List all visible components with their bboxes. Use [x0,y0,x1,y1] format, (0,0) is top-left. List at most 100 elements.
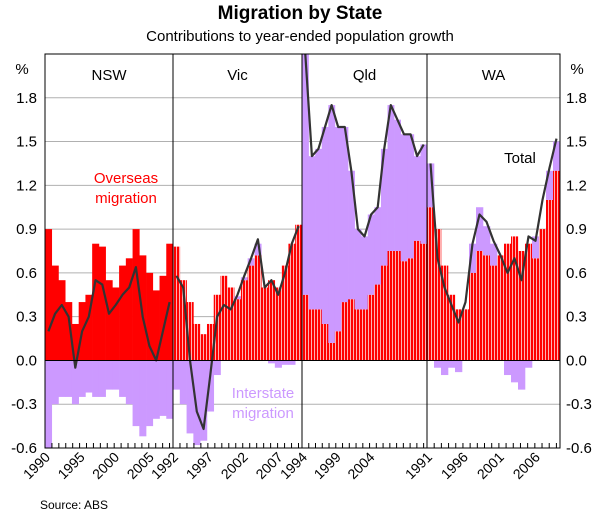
y-tick-label-left: 1.5 [16,134,37,151]
overseas-bar [45,229,53,361]
overseas-bar [139,255,147,361]
y-tick-label-left: 1.8 [16,90,37,107]
interstate-bar [58,360,66,397]
overseas-bar [504,243,512,361]
interstate-bar [166,360,174,419]
overseas-bar [546,199,554,361]
overseas-bar [361,309,369,361]
interstate-bar [455,360,463,373]
interstate-bar [200,360,208,441]
overseas-bar [525,243,533,361]
interstate-bar [85,360,93,393]
overseas-bar [234,299,242,361]
total-label: Total [504,150,536,167]
interstate-bar [448,360,456,368]
overseas-bar [420,243,428,361]
interstate-bar [490,243,498,266]
interstate-bar [387,105,395,252]
overseas-bar [427,207,435,361]
interstate-bar [469,243,477,273]
y-tick-label-right: 1.5 [566,134,587,151]
overseas-bar [308,309,316,361]
overseas-bar [518,251,526,361]
x-tick-label: 1994 [277,449,310,482]
overseas-bar [71,323,79,361]
overseas-bar [380,265,388,361]
y-tick-label-left: 0.6 [16,265,37,282]
x-tick-label: 2004 [344,449,377,482]
panel-qld [302,53,428,361]
overseas-bar [539,229,547,361]
overseas-bar [166,243,174,361]
overseas-bar [448,294,456,361]
overseas-bar [532,258,540,361]
overseas-bar [348,299,355,361]
panel-title: Qld [353,67,376,84]
overseas-bar [295,224,303,361]
y-tick-label-right: 1.2 [566,177,587,194]
interstate-bar [525,360,533,368]
interstate-bar [553,141,561,171]
y-tick-label-left: -0.6 [11,440,37,457]
overseas-bar [321,323,329,361]
overseas-bar [441,265,449,361]
interstate-bar [51,360,59,405]
overseas-bar [146,272,154,361]
total-line [47,266,171,369]
interstate-bar [125,360,133,405]
interstate-bar [71,360,79,405]
x-tick-label: 2000 [89,449,122,482]
interstate-bar [302,54,309,295]
panel-title: Vic [227,67,248,84]
overseas-bar [469,272,477,361]
y-axis-label-right: % [570,61,583,78]
overseas-bar [247,265,255,361]
overseas-bar [112,287,120,361]
overseas-bar [105,280,113,361]
y-tick-label-right: -0.3 [566,396,592,413]
interstate-bar [173,360,181,390]
overseas-bar [193,323,201,361]
y-tick-label-right: 0.6 [566,265,587,282]
interstate-bar [308,156,316,310]
total-line [304,53,425,238]
panel-vic [173,224,303,446]
interstate-bar [532,236,540,259]
x-tick-label: 1991 [402,449,435,482]
interstate-bar [394,119,401,252]
interstate-bar [78,360,86,397]
overseas-bar [220,275,228,361]
overseas-bar [200,334,208,361]
interstate-bar [321,126,329,324]
interstate-bar [98,360,106,397]
interstate-bar [281,360,289,365]
source-note: Source: ABS [40,498,108,511]
interstate-bar [420,144,428,244]
chart-title: Migration by State [218,3,383,24]
overseas-bar [354,309,362,361]
overseas-bar [497,255,505,361]
x-tick-label: 2006 [510,449,543,482]
interstate-bar [186,360,194,434]
overseas-bar [213,294,221,361]
interstate-bar [240,277,248,281]
interstate-bar [92,360,100,397]
interstate-bar [476,207,484,251]
overseas-bar [152,290,160,361]
interstate-bar [193,360,201,446]
panel-wa [427,138,561,390]
y-tick-label-left: -0.3 [11,396,37,413]
overseas-bar [186,302,194,361]
overseas-bar [341,302,349,361]
overseas-bar [328,342,336,361]
overseas-bar [119,265,127,361]
interstate-bar [65,360,73,397]
interstate-bar [341,126,349,303]
interstate-bar [132,360,140,427]
interstate-bar [206,360,215,412]
chart-subtitle: Contributions to year-ended population g… [146,28,454,45]
interstate-bar [546,170,554,200]
overseas-bar [394,251,401,361]
